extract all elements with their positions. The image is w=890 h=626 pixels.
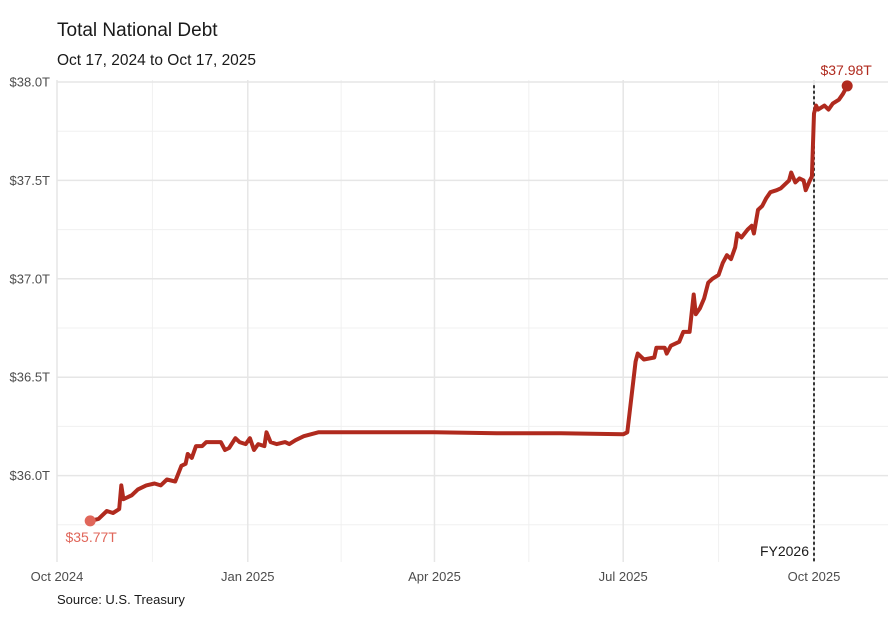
x-tick-label: Jan 2025 xyxy=(221,569,275,584)
x-tick-label: Oct 2024 xyxy=(31,569,84,584)
debt-line xyxy=(88,83,850,523)
source-note: Source: U.S. Treasury xyxy=(57,592,185,607)
point-annotations: $35.77T $37.98T xyxy=(65,62,872,545)
end-value-label: $37.98T xyxy=(820,62,872,78)
fy2026-marker: FY2026 xyxy=(760,85,815,563)
chart-subtitle: Oct 17, 2024 to Oct 17, 2025 xyxy=(57,52,257,69)
start-value-label: $35.77T xyxy=(65,529,117,545)
x-axis: Oct 2024 Jan 2025 Apr 2025 Jul 2025 Oct 2025 xyxy=(31,569,841,584)
chart-title: Total National Debt xyxy=(57,20,218,41)
x-tick-label: Apr 2025 xyxy=(408,569,461,584)
y-axis: $36.0T $36.5T $37.0T $37.5T $38.0T xyxy=(10,75,51,484)
y-tick-label: $37.0T xyxy=(10,271,51,286)
y-tick-label: $37.5T xyxy=(10,173,51,188)
end-point xyxy=(841,80,853,92)
minor-gridlines xyxy=(57,80,888,562)
y-tick-label: $36.5T xyxy=(10,370,51,385)
x-tick-label: Jul 2025 xyxy=(599,569,648,584)
fy-label: FY2026 xyxy=(760,543,809,559)
y-tick-label: $38.0T xyxy=(10,75,51,90)
major-gridlines xyxy=(56,80,888,562)
debt-series xyxy=(88,83,850,523)
x-tick-label: Oct 2025 xyxy=(788,569,841,584)
start-point xyxy=(84,515,96,527)
y-tick-label: $36.0T xyxy=(10,468,51,483)
